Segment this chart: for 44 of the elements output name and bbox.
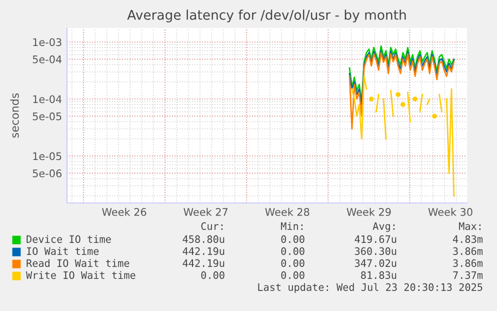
text: Min:	[281, 222, 303, 230]
text: 3.86m	[453, 259, 483, 267]
legend-label: Read IO Wait time	[26, 259, 130, 267]
text: 360.30u	[354, 247, 396, 255]
y-tick-label: 5e-05	[32, 112, 62, 120]
text: 0.00	[281, 271, 304, 279]
text: 442.19u	[182, 247, 224, 255]
x-tick-label: Week 26	[102, 208, 146, 216]
text: 0.00	[201, 271, 224, 279]
text: 3.86m	[453, 247, 483, 255]
legend-label: IO Wait time	[26, 247, 99, 255]
text: Cur:	[201, 222, 223, 230]
point	[432, 114, 437, 119]
line-series	[348, 52, 455, 130]
y-tick-label: 1e-05	[33, 152, 62, 160]
text: 419.67u	[354, 235, 396, 243]
y-tick-label: 1e-03	[33, 38, 62, 46]
point	[396, 92, 400, 97]
x-tick-label: Week 30	[428, 208, 472, 216]
y-tick-label: 5e-06	[32, 169, 62, 178]
legend-label: Device IO time	[26, 235, 111, 243]
text: 81.83u	[361, 271, 396, 279]
text: 347.02u	[354, 259, 396, 267]
point	[412, 96, 418, 102]
text: 4.83m	[452, 235, 483, 243]
point	[368, 96, 374, 102]
y-tick-label: 1e-04	[33, 95, 62, 104]
text: 0.00	[281, 235, 304, 243]
text: 442.19u	[182, 259, 224, 267]
text: Avg:	[372, 222, 395, 232]
y-axis-title: seconds	[10, 93, 19, 138]
x-tick-label: Week 29	[346, 208, 391, 216]
text: 7.37m	[453, 271, 483, 279]
y-tick-label: 5e-04	[32, 55, 62, 64]
text: 0.00	[281, 247, 304, 255]
text: Max:	[459, 222, 481, 230]
text: Last update: Wed Jul 23 20:30:13 2025	[258, 283, 482, 293]
point	[400, 102, 406, 107]
chart-title: Average latency for /dev/ol/usr - by month	[127, 10, 406, 22]
legend-label: Write IO Wait time	[26, 271, 136, 279]
text: 0.00	[281, 259, 304, 267]
x-tick-label: Week 27	[184, 208, 228, 216]
x-tick-label: Week 28	[265, 208, 310, 216]
text: 458.80u	[182, 235, 224, 243]
